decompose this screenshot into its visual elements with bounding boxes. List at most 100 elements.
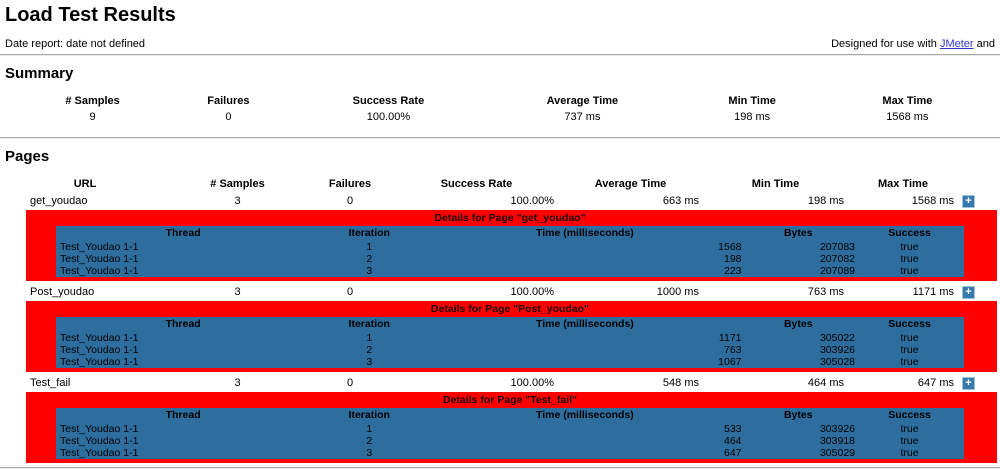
details-title: Details for Page "get_youdao" — [434, 212, 586, 224]
page-failures: 0 — [346, 286, 354, 298]
detail-row: Test_Youdao 1-1 1 1171 305022 true — [56, 332, 964, 344]
detail-bytes: 305022 — [819, 332, 856, 344]
detail-time: 1568 — [718, 241, 742, 253]
detail-iteration: 1 — [366, 332, 373, 344]
summary-col-average-time: Average Time — [546, 95, 619, 107]
summary-header-row: # Samples Failures Success Rate Average … — [15, 93, 985, 110]
detail-thread: Test_Youdao 1-1 — [60, 435, 139, 447]
summary-col-samples: # Samples — [65, 95, 120, 107]
expand-details-button[interactable]: + — [961, 285, 975, 299]
page-max-time: 1568 ms — [911, 195, 954, 207]
summary-col-failures: Failures — [207, 95, 250, 107]
page-url: get_youdao — [30, 195, 88, 207]
details-row: Details for Page "Post_youdao" Thread It… — [0, 301, 1000, 374]
detail-time: 464 — [723, 435, 742, 447]
summary-average-time-value: 737 ms — [564, 111, 601, 123]
detail-iteration: 3 — [366, 356, 373, 368]
detail-thread: Test_Youdao 1-1 — [60, 241, 139, 253]
pages-col-success-rate: Success Rate — [440, 178, 513, 190]
detail-bytes: 303918 — [819, 435, 856, 447]
detail-col-thread: Thread — [165, 227, 201, 239]
details-row: Details for Page "Test_fail" Thread Iter… — [0, 392, 1000, 465]
divider-summary — [0, 137, 1000, 139]
page-url: Post_youdao — [30, 286, 95, 298]
detail-bytes: 303926 — [819, 344, 856, 356]
detail-success: true — [900, 253, 919, 265]
page-row-get-youdao: get_youdao 3 0 100.00% 663 ms 198 ms 156… — [0, 192, 1000, 210]
detail-success: true — [900, 356, 919, 368]
detail-time: 1067 — [718, 356, 742, 368]
details-header-row: Thread Iteration Time (milliseconds) Byt… — [56, 317, 964, 332]
page-min-time: 198 ms — [807, 195, 844, 207]
detail-col-time: Time (milliseconds) — [535, 227, 634, 239]
detail-row: Test_Youdao 1-1 2 763 303926 true — [56, 344, 964, 356]
divider-bottom — [0, 467, 1000, 469]
detail-col-bytes: Bytes — [783, 227, 813, 239]
page-average-time: 663 ms — [662, 195, 699, 207]
summary-value-row: 9 0 100.00% 737 ms 198 ms 1568 ms — [15, 110, 985, 128]
page-failures: 0 — [346, 377, 354, 389]
jmeter-link[interactable]: JMeter — [939, 38, 974, 50]
detail-time: 198 — [723, 253, 742, 265]
detail-time: 647 — [723, 447, 742, 459]
detail-time: 223 — [723, 265, 742, 277]
detail-bytes: 207082 — [819, 253, 856, 265]
detail-bytes: 207083 — [819, 241, 856, 253]
divider-top — [0, 54, 1000, 56]
page-average-time: 1000 ms — [656, 286, 699, 298]
detail-col-iteration: Iteration — [348, 318, 390, 330]
detail-thread: Test_Youdao 1-1 — [60, 447, 139, 459]
detail-time: 1171 — [718, 332, 742, 344]
detail-thread: Test_Youdao 1-1 — [60, 332, 139, 344]
summary-table: # Samples Failures Success Rate Average … — [15, 93, 985, 128]
detail-col-bytes: Bytes — [783, 318, 813, 330]
detail-col-iteration: Iteration — [348, 227, 390, 239]
designed-for-label: Designed for use with JMeter and — [831, 38, 995, 50]
detail-bytes: 305028 — [819, 356, 856, 368]
page-min-time: 763 ms — [807, 286, 844, 298]
pages-col-average-time: Average Time — [594, 178, 667, 190]
detail-iteration: 2 — [366, 253, 373, 265]
page-samples: 3 — [234, 195, 241, 207]
summary-col-max-time: Max Time — [882, 95, 933, 107]
page-max-time: 1171 ms — [912, 286, 954, 298]
details-title: Details for Page "Post_youdao" — [430, 303, 590, 315]
detail-thread: Test_Youdao 1-1 — [60, 423, 139, 435]
page-min-time: 464 ms — [807, 377, 844, 389]
summary-failures-value: 0 — [225, 111, 232, 123]
summary-heading: Summary — [5, 65, 74, 82]
detail-bytes: 305029 — [819, 447, 856, 459]
pages-col-failures: Failures — [328, 178, 372, 190]
expand-details-button[interactable]: + — [961, 194, 975, 208]
detail-success: true — [900, 332, 919, 344]
pages-header-row: URL # Samples Failures Success Rate Aver… — [0, 176, 1000, 192]
page-row-test-fail: Test_fail 3 0 100.00% 548 ms 464 ms 647 … — [0, 374, 1000, 392]
detail-thread: Test_Youdao 1-1 — [60, 265, 139, 277]
pages-col-expand — [958, 176, 1000, 192]
pages-col-samples: # Samples — [210, 178, 265, 190]
detail-col-bytes: Bytes — [783, 409, 813, 421]
detail-col-success: Success — [888, 227, 931, 239]
detail-success: true — [900, 241, 919, 253]
details-table: Thread Iteration Time (milliseconds) Byt… — [56, 408, 964, 459]
pages-table: URL # Samples Failures Success Rate Aver… — [0, 176, 1000, 465]
pages-col-min-time: Min Time — [751, 178, 800, 190]
detail-row: Test_Youdao 1-1 2 198 207082 true — [56, 253, 964, 265]
details-block-post-youdao: Details for Page "Post_youdao" Thread It… — [26, 301, 997, 372]
page-title: Load Test Results — [5, 4, 176, 26]
detail-col-time: Time (milliseconds) — [535, 318, 634, 330]
pages-col-url: URL — [73, 178, 97, 190]
detail-row: Test_Youdao 1-1 1 533 303926 true — [56, 423, 964, 435]
detail-success: true — [900, 447, 919, 459]
page-success-rate: 100.00% — [510, 286, 554, 298]
pages-col-max-time: Max Time — [878, 178, 928, 190]
summary-min-time-value: 198 ms — [734, 111, 771, 123]
expand-details-button[interactable]: + — [961, 376, 975, 390]
detail-thread: Test_Youdao 1-1 — [60, 356, 139, 368]
detail-iteration: 2 — [366, 344, 373, 356]
detail-iteration: 3 — [366, 447, 373, 459]
page-success-rate: 100.00% — [510, 377, 554, 389]
details-header-row: Thread Iteration Time (milliseconds) Byt… — [56, 226, 964, 241]
details-table: Thread Iteration Time (milliseconds) Byt… — [56, 317, 964, 368]
summary-col-success-rate: Success Rate — [352, 95, 425, 107]
